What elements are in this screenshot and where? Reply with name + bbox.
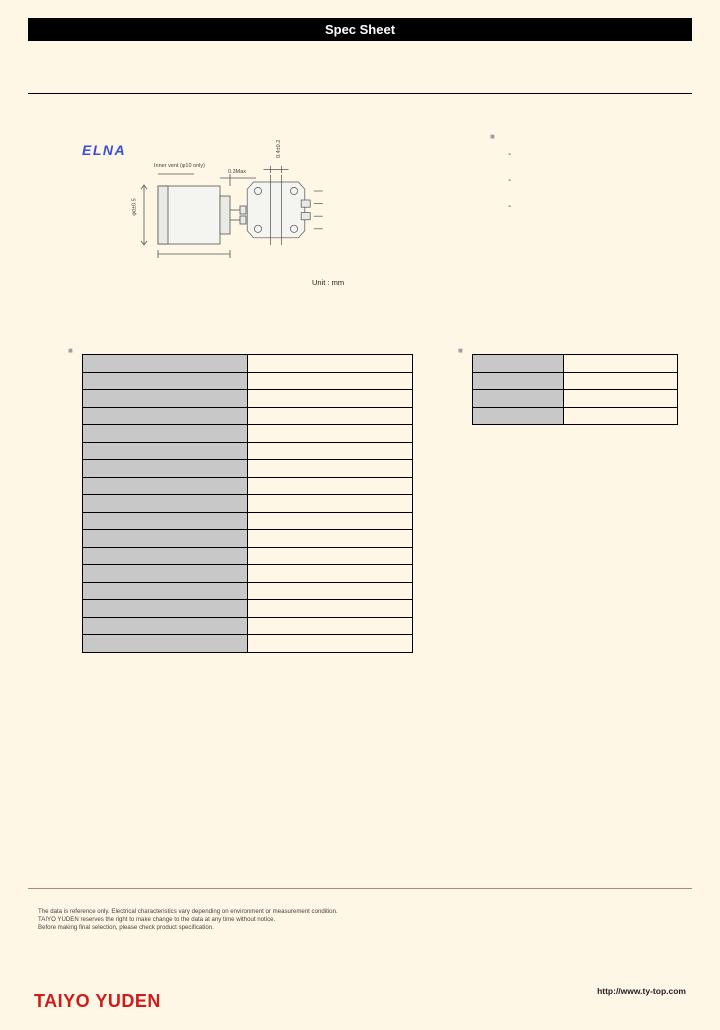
table-right-header-icon: ■ bbox=[458, 346, 463, 355]
spec-label bbox=[83, 390, 248, 408]
side-bullet-list: ■ - - - bbox=[490, 130, 511, 220]
spec-label bbox=[83, 425, 248, 443]
spec-value bbox=[248, 390, 413, 408]
table-row bbox=[473, 355, 678, 373]
bullet-item: - bbox=[508, 194, 511, 220]
elna-logo: ELNA bbox=[82, 142, 126, 158]
table-row bbox=[83, 530, 413, 548]
top-rule bbox=[28, 93, 692, 94]
spec-value bbox=[248, 635, 413, 653]
table-row bbox=[473, 372, 678, 390]
spec-table-right bbox=[472, 354, 678, 425]
spec-label bbox=[83, 372, 248, 390]
square-bullet-icon: ■ bbox=[490, 132, 500, 141]
spec-value bbox=[248, 547, 413, 565]
spec-label bbox=[83, 442, 248, 460]
spec-label bbox=[83, 635, 248, 653]
spec-value bbox=[248, 355, 413, 373]
spec-label bbox=[83, 547, 248, 565]
table-row bbox=[83, 442, 413, 460]
spec-value bbox=[248, 425, 413, 443]
spec-table-left bbox=[82, 354, 413, 653]
spec-label bbox=[473, 355, 564, 373]
disclaimer-line: TAIYO YUDEN reserves the right to make c… bbox=[38, 916, 275, 923]
table-row bbox=[83, 582, 413, 600]
table-row bbox=[83, 477, 413, 495]
spec-value bbox=[248, 617, 413, 635]
spec-label bbox=[473, 390, 564, 408]
spec-label bbox=[83, 355, 248, 373]
page-root: Spec Sheet ELNA bbox=[0, 18, 720, 1030]
unit-caption: Unit : mm bbox=[312, 278, 344, 287]
spec-label bbox=[83, 565, 248, 583]
table-row bbox=[83, 565, 413, 583]
table-row bbox=[83, 635, 413, 653]
spec-label bbox=[83, 600, 248, 618]
spec-value bbox=[248, 495, 413, 513]
spec-value bbox=[563, 407, 677, 425]
table-row bbox=[473, 407, 678, 425]
spec-label bbox=[473, 372, 564, 390]
spec-value bbox=[248, 600, 413, 618]
annot-top-dim: 0.3Max bbox=[228, 169, 246, 175]
bullet-item: - bbox=[508, 142, 511, 168]
table-row bbox=[83, 547, 413, 565]
table-row bbox=[83, 600, 413, 618]
disclaimer-text: The data is reference only. Electrical c… bbox=[38, 908, 338, 933]
spec-value bbox=[248, 565, 413, 583]
spec-value bbox=[563, 355, 677, 373]
table-row bbox=[83, 390, 413, 408]
spec-label bbox=[83, 495, 248, 513]
table-row bbox=[83, 460, 413, 478]
spec-value bbox=[563, 390, 677, 408]
company-url: http://www.ty-top.com bbox=[597, 986, 686, 996]
spec-label bbox=[83, 477, 248, 495]
table-row bbox=[83, 495, 413, 513]
spec-label bbox=[83, 460, 248, 478]
taiyo-yuden-logo: TAIYO YUDEN bbox=[34, 991, 161, 1012]
spec-label bbox=[83, 407, 248, 425]
spec-value bbox=[248, 372, 413, 390]
spec-value bbox=[248, 477, 413, 495]
table-row bbox=[473, 390, 678, 408]
table-row bbox=[83, 372, 413, 390]
spec-value bbox=[248, 582, 413, 600]
spec-label bbox=[83, 530, 248, 548]
table-row bbox=[83, 407, 413, 425]
spec-value bbox=[248, 460, 413, 478]
spec-label bbox=[83, 512, 248, 530]
bullet-item: - bbox=[508, 168, 511, 194]
spec-label bbox=[473, 407, 564, 425]
spec-label bbox=[83, 617, 248, 635]
spec-sheet-banner: Spec Sheet bbox=[28, 18, 692, 41]
spec-value bbox=[248, 530, 413, 548]
table-row bbox=[83, 355, 413, 373]
annot-right-dim: 0.4±0.2 bbox=[276, 140, 282, 158]
component-diagram: Inner vent (φ10 only) 0.3Max φd±0.5 0.4±… bbox=[96, 164, 336, 274]
disclaimer-line: The data is reference only. Electrical c… bbox=[38, 908, 338, 915]
table-left-header-icon: ■ bbox=[68, 346, 73, 355]
spec-value bbox=[248, 442, 413, 460]
table-row bbox=[83, 425, 413, 443]
annot-inner-vent: Inner vent (φ10 only) bbox=[154, 163, 205, 169]
spec-value bbox=[248, 512, 413, 530]
spec-value bbox=[563, 372, 677, 390]
table-row bbox=[83, 617, 413, 635]
annot-left-dim: φd±0.5 bbox=[132, 198, 138, 215]
table-row bbox=[83, 512, 413, 530]
spec-value bbox=[248, 407, 413, 425]
bottom-rule bbox=[28, 888, 692, 889]
spec-label bbox=[83, 582, 248, 600]
disclaimer-line: Before making final selection, please ch… bbox=[38, 924, 214, 931]
